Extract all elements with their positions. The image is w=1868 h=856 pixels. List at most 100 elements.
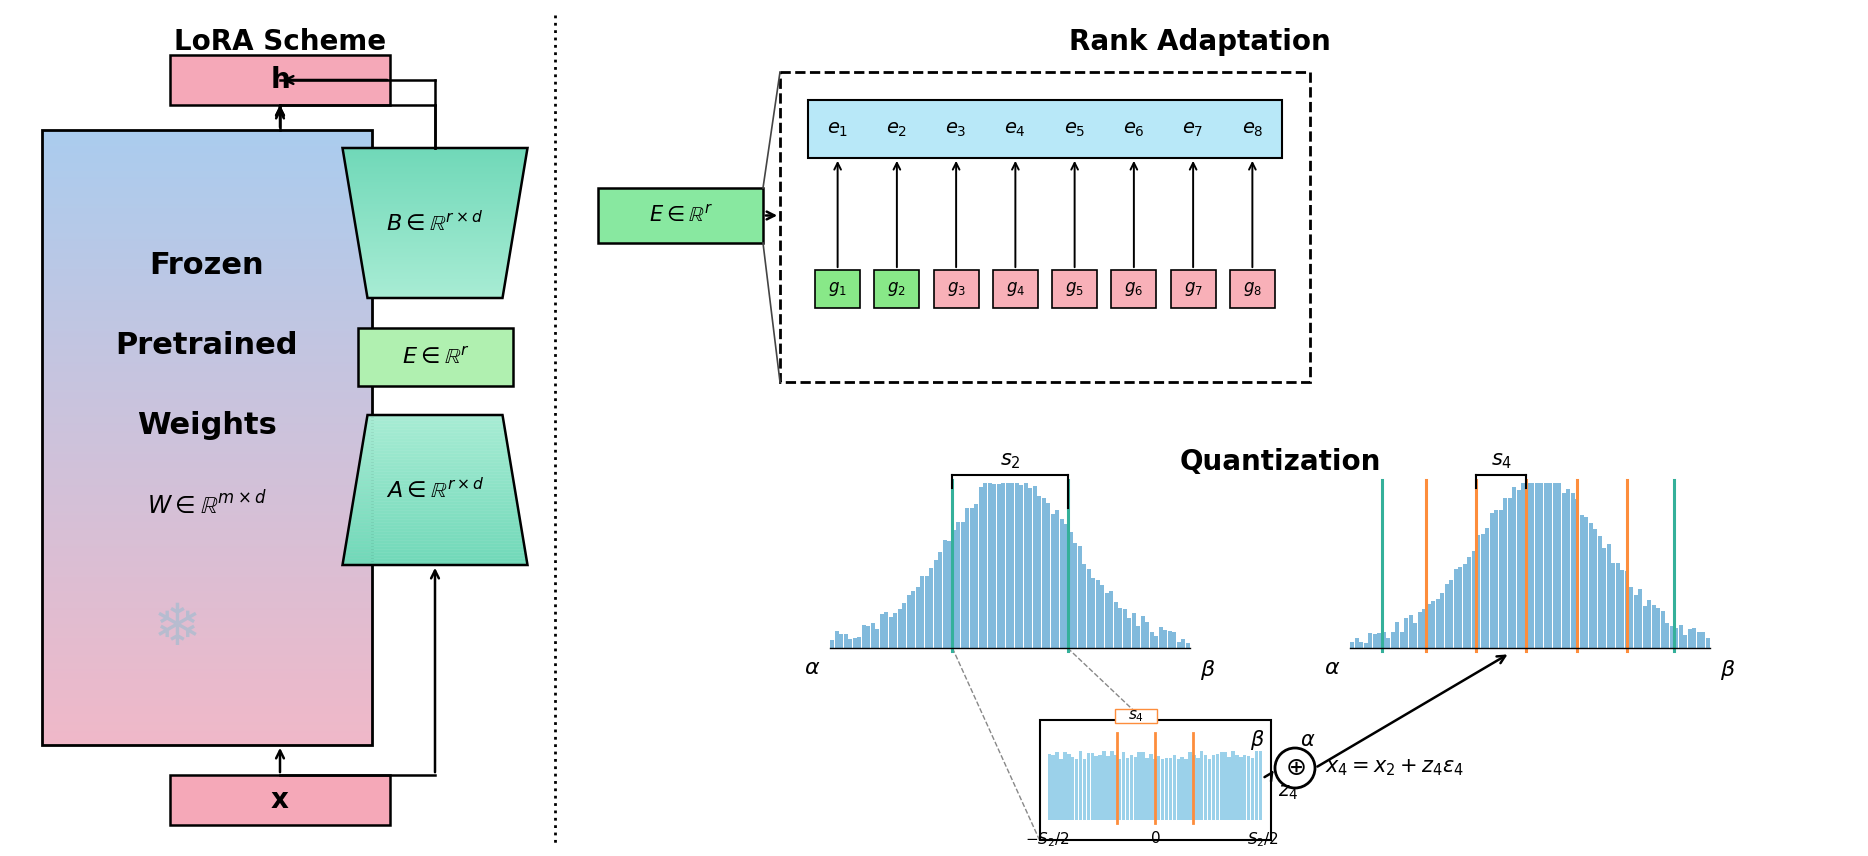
Bar <box>1229 270 1274 308</box>
Polygon shape <box>362 445 508 446</box>
Text: $S_2/2$: $S_2/2$ <box>1246 830 1278 848</box>
Polygon shape <box>364 274 506 276</box>
Polygon shape <box>353 215 516 216</box>
Polygon shape <box>349 188 521 190</box>
Bar <box>1638 590 1642 648</box>
Bar <box>1082 563 1085 648</box>
Bar <box>1024 483 1027 648</box>
Bar <box>1181 758 1184 820</box>
Polygon shape <box>366 425 504 426</box>
Bar <box>1145 621 1149 648</box>
Polygon shape <box>361 261 508 263</box>
Bar <box>1102 752 1106 820</box>
Bar <box>1063 752 1067 820</box>
Polygon shape <box>364 435 506 437</box>
Bar <box>41 290 372 293</box>
Polygon shape <box>366 288 504 289</box>
Bar <box>1616 563 1620 648</box>
Bar <box>41 321 372 324</box>
Polygon shape <box>364 277 506 279</box>
Bar <box>41 526 372 528</box>
Bar <box>41 345 372 348</box>
Bar <box>1620 570 1623 648</box>
Bar <box>41 251 372 253</box>
Polygon shape <box>347 534 523 536</box>
Bar <box>41 386 372 389</box>
Polygon shape <box>355 221 516 222</box>
Bar <box>41 389 372 391</box>
Bar <box>41 722 372 725</box>
Bar <box>1136 626 1139 648</box>
Bar <box>1252 758 1253 820</box>
Polygon shape <box>349 521 521 523</box>
Bar <box>41 433 372 436</box>
Bar <box>992 484 996 648</box>
Bar <box>1494 509 1498 648</box>
Polygon shape <box>366 423 504 424</box>
Polygon shape <box>355 223 516 225</box>
Polygon shape <box>351 508 517 509</box>
Bar <box>41 130 372 133</box>
Bar <box>1373 633 1377 648</box>
Bar <box>41 550 372 553</box>
Polygon shape <box>344 152 527 154</box>
Bar <box>41 483 372 485</box>
Bar <box>41 724 372 727</box>
Text: Rank Adaptation: Rank Adaptation <box>1068 28 1330 56</box>
Polygon shape <box>359 247 512 248</box>
Polygon shape <box>355 217 516 218</box>
Bar <box>41 568 372 571</box>
Polygon shape <box>353 214 516 215</box>
Polygon shape <box>366 293 502 294</box>
Polygon shape <box>362 443 508 444</box>
Bar <box>1687 629 1692 648</box>
Polygon shape <box>347 539 523 541</box>
Bar <box>1169 758 1173 820</box>
Bar <box>915 586 919 648</box>
Bar <box>41 581 372 584</box>
Polygon shape <box>357 239 512 240</box>
Bar <box>41 708 372 710</box>
Text: $e_7$: $e_7$ <box>1182 120 1203 139</box>
Polygon shape <box>347 177 523 179</box>
Polygon shape <box>366 287 504 288</box>
Bar <box>41 199 372 202</box>
Bar <box>1203 755 1207 820</box>
Polygon shape <box>357 478 514 479</box>
Bar <box>844 634 848 648</box>
Bar <box>1095 756 1098 820</box>
Bar <box>41 264 372 266</box>
Polygon shape <box>346 542 523 543</box>
Text: ❄: ❄ <box>153 600 202 657</box>
Polygon shape <box>355 219 516 221</box>
Polygon shape <box>353 205 517 207</box>
Bar <box>41 704 372 706</box>
Bar <box>41 355 372 358</box>
Polygon shape <box>349 528 521 530</box>
Polygon shape <box>368 297 502 299</box>
Polygon shape <box>362 449 508 450</box>
Bar <box>41 669 372 672</box>
Polygon shape <box>349 524 521 525</box>
Bar <box>41 544 372 547</box>
Bar <box>1485 528 1489 648</box>
Polygon shape <box>353 208 517 209</box>
Bar <box>41 527 372 530</box>
Bar <box>41 612 372 615</box>
Bar <box>41 718 372 721</box>
Polygon shape <box>359 467 512 469</box>
Bar <box>41 370 372 372</box>
Polygon shape <box>359 246 512 247</box>
Polygon shape <box>357 231 514 233</box>
Polygon shape <box>359 465 510 466</box>
Polygon shape <box>344 157 527 158</box>
Bar <box>966 508 969 648</box>
Bar <box>1080 751 1082 820</box>
Bar <box>41 596 372 597</box>
Bar <box>1154 636 1158 648</box>
Polygon shape <box>351 202 519 203</box>
Polygon shape <box>344 559 527 560</box>
Bar <box>41 692 372 694</box>
Bar <box>41 436 372 438</box>
Polygon shape <box>361 259 508 261</box>
